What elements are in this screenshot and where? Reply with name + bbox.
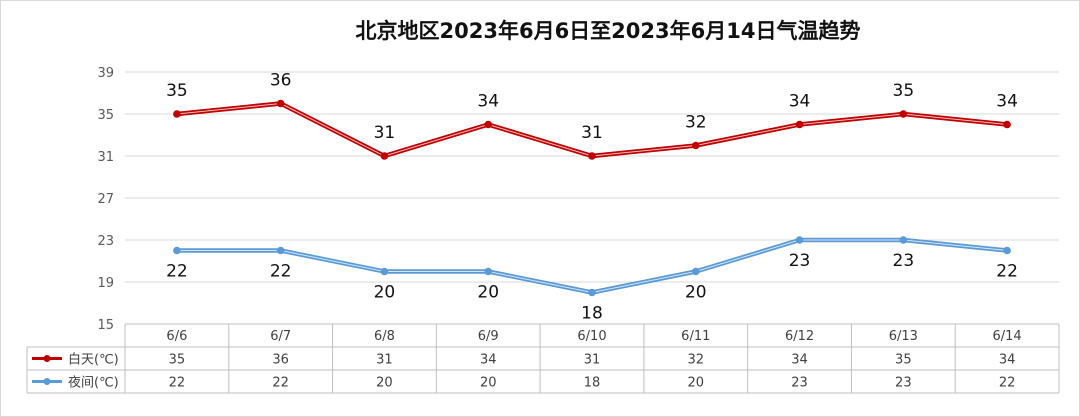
data-point [276,99,285,108]
data-point [276,246,285,255]
data-point [484,120,493,129]
data-label: 34 [477,92,499,112]
data-point [691,141,700,150]
data-point [691,267,700,276]
table-cell-value: 23 [791,376,808,391]
table-cell-value: 34 [480,353,497,368]
data-label: 35 [893,81,915,101]
y-tick-label: 39 [97,66,114,81]
data-point [588,288,596,297]
grid-lines [125,71,1059,283]
table-cell-value: 34 [999,353,1016,368]
table-cell-value: 22 [272,376,289,391]
data-point [795,236,804,244]
data-label: 22 [996,262,1018,282]
data-point [173,246,181,255]
table-cell-value: 18 [584,376,601,391]
x-category-label: 6/11 [681,329,710,344]
data-point [484,267,493,276]
series-line-highlight [176,239,1008,293]
data-label: 34 [996,92,1018,112]
table-cell-value: 32 [688,353,705,368]
x-category-label: 6/13 [889,329,918,344]
data-point [899,110,908,118]
data-point [588,152,596,160]
data-label: 36 [270,71,292,91]
data-table: 6/6 6/7 6/8 6/9 6/10 6/11 6/12 6/13 6/14 白天(℃) 35 3… [26,323,1060,394]
legend-marker-swatch [43,378,51,385]
table-cell-value: 22 [999,376,1016,391]
data-label: 34 [789,92,811,112]
chart-title: 北京地区2023年6月6日至2023年6月14日气温趋势 [356,19,861,43]
table-cell-value: 31 [376,353,393,368]
data-label: 23 [789,251,811,271]
data-label: 23 [893,251,915,271]
data-label: 20 [685,283,707,303]
table-cell-value: 23 [895,376,912,391]
y-axis: 15 19 23 27 31 35 39 [97,66,114,333]
x-category-label: 6/10 [577,329,606,344]
y-tick-label: 19 [97,276,114,291]
data-label: 22 [166,262,188,282]
table-cell-value: 34 [791,353,808,368]
data-label: 18 [581,304,603,324]
data-point [1003,246,1011,255]
table-cell-value: 20 [480,376,497,391]
y-tick-label: 31 [97,150,114,165]
data-point [899,236,908,244]
table-cell-value: 36 [272,353,289,368]
data-point [173,110,181,118]
x-category-label: 6/9 [478,329,499,344]
data-point [380,152,389,160]
series-line [176,237,1008,295]
y-tick-label: 35 [97,108,114,123]
table-cell-value: 35 [895,353,912,368]
x-category-label: 6/12 [785,329,814,344]
legend-series-name: 白天(℃) [68,352,119,368]
legend-marker-swatch [43,355,51,362]
data-label: 31 [581,123,603,143]
data-label: 22 [270,262,292,282]
data-label: 31 [374,123,396,143]
data-label: 20 [374,283,396,303]
table-cell-value: 20 [688,376,705,391]
data-point [1003,120,1011,129]
y-tick-label: 23 [97,234,114,249]
x-category-label: 6/8 [374,329,395,344]
x-category-label: 6/14 [993,329,1022,344]
data-label: 32 [685,113,707,133]
x-category-label: 6/7 [270,329,291,344]
table-cell-value: 31 [584,353,601,368]
table-cell-value: 20 [376,376,393,391]
legend-series-name: 夜间(℃) [68,376,119,391]
table-cell-value: 22 [169,376,186,391]
y-tick-label: 27 [97,192,114,207]
y-tick-label: 15 [97,318,114,333]
data-point [380,267,389,276]
x-category-label: 6/6 [166,329,187,344]
data-point [795,120,804,129]
data-labels: 35 36 31 34 31 32 34 35 34 22 22 20 20 18 20 23 23 22 [166,71,1018,324]
series-lines [173,99,1011,297]
data-label: 20 [477,283,499,303]
data-label: 35 [166,81,188,101]
table-cell-value: 35 [169,353,186,368]
